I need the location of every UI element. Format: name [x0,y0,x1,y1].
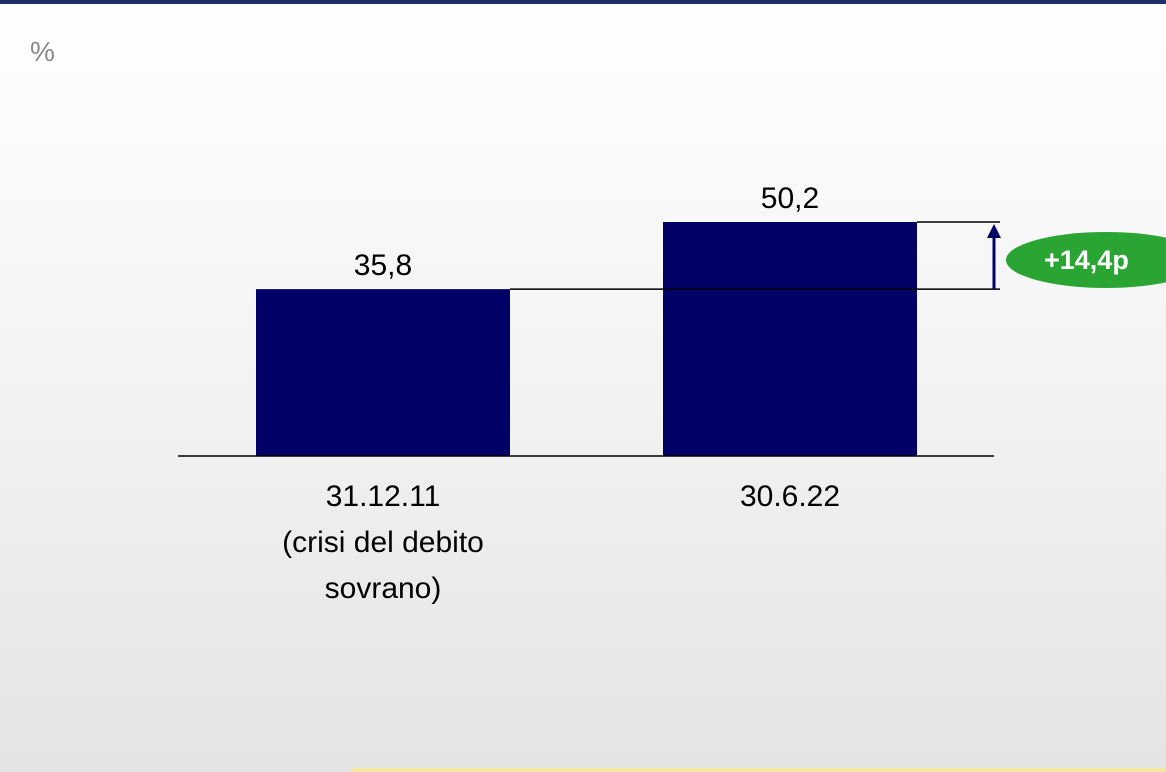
category-label-2-line-1: 30.6.22 [740,480,840,513]
category-label-1-line-3: sovrano) [325,572,442,605]
bottom-strip [352,768,1166,772]
bar-2 [663,222,917,456]
top-rule [0,0,1166,4]
labels-layer: 35,8 31.12.11 (crisi del debito sovrano) 50,… [282,182,840,605]
change-arrow-head [987,224,1001,238]
value-label-2: 50,2 [761,182,819,215]
category-label-1-line-1: 31.12.11 [326,480,441,513]
category-label-1-line-2: (crisi del debito [282,526,484,559]
bars-layer [256,222,917,456]
bar-1 [256,289,510,456]
value-label-1: 35,8 [354,249,412,282]
guides-layer [178,221,1001,457]
unit-label: % [30,36,55,67]
change-badge: +14,4p [1006,232,1166,288]
